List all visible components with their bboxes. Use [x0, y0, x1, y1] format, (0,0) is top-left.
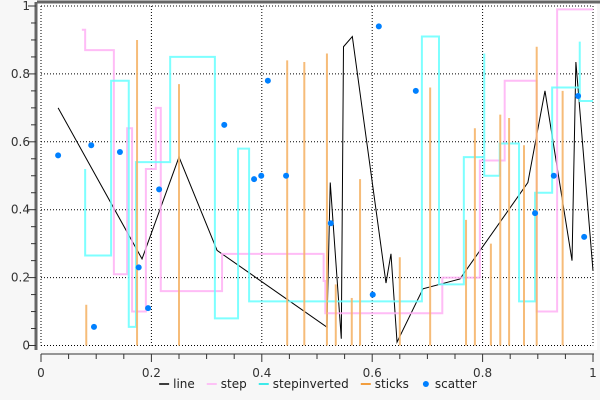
plot-area	[37, 3, 597, 350]
series-line	[57, 35, 594, 345]
scatter-point	[135, 264, 142, 271]
scatter-point	[90, 323, 97, 330]
x-tick-label: 0	[37, 366, 45, 380]
y-tick-label: 0.4	[11, 203, 30, 217]
scatter-point	[221, 121, 228, 128]
line-path	[57, 35, 594, 345]
y-axis: 0 0.2 0.4 0.6 0.8 1	[11, 0, 36, 353]
y-tick-label: 1	[22, 0, 30, 13]
legend-label: line	[173, 377, 195, 391]
series-step	[81, 8, 593, 315]
scatter-point	[156, 186, 163, 193]
legend-item-stepinverted: stepinverted	[258, 377, 349, 391]
scatter-point	[145, 305, 152, 312]
x-tick-label: 0.6	[363, 366, 382, 380]
scatter-point	[55, 152, 62, 159]
scatter-point	[283, 172, 290, 179]
scatter-point	[375, 23, 382, 30]
scatter-point	[327, 220, 334, 227]
scatter-point	[88, 142, 95, 149]
scatter-point	[251, 176, 258, 183]
scatter-point	[412, 87, 419, 94]
legend-marker	[422, 381, 429, 387]
y-tick-label: 0.2	[11, 271, 30, 285]
x-axis: 0 0.2 0.4 0.6 0.8 1	[37, 354, 597, 380]
series-layer	[55, 8, 594, 346]
y-tick-label: 0.6	[11, 135, 30, 149]
scatter-point	[369, 291, 376, 298]
series-scatter	[55, 23, 588, 330]
scatter-point	[258, 172, 265, 179]
scatter-point	[581, 233, 588, 240]
y-tick-label: 0.8	[11, 67, 30, 81]
legend-item-scatter: scatter	[422, 377, 477, 391]
scatter-point	[264, 77, 271, 84]
step-path	[81, 8, 593, 315]
x-tick-label: 0.8	[473, 366, 492, 380]
y-tick-label: 0	[22, 339, 30, 353]
stepinverted-path	[84, 35, 593, 328]
x-tick-label: 1	[589, 366, 597, 380]
scatter-point	[116, 148, 123, 155]
series-sticks	[85, 39, 564, 346]
series-stepinverted	[84, 35, 593, 328]
legend-label: scatter	[435, 377, 477, 391]
legend-item-sticks: sticks	[360, 377, 409, 391]
legend-label: sticks	[375, 377, 409, 391]
legend-item-line: line	[159, 377, 195, 391]
legend: line step stepinverted sticks scatter	[159, 377, 477, 391]
legend-item-step: step	[206, 377, 247, 391]
legend-label: step	[221, 377, 247, 391]
x-tick-label: 0.4	[252, 366, 271, 380]
x-tick-label: 0.2	[142, 366, 161, 380]
legend-label: stepinverted	[273, 377, 349, 391]
scatter-point	[575, 92, 582, 99]
scatter-point	[550, 172, 557, 179]
scatter-point	[532, 210, 539, 217]
